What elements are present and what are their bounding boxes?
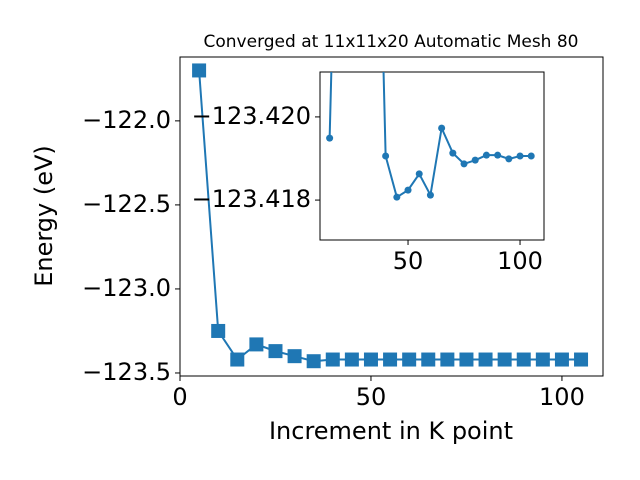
x-tick-label: 100	[539, 383, 585, 411]
x-axis-label: Increment in K point	[269, 417, 513, 445]
plot-clip	[192, 63, 589, 369]
marker	[505, 155, 513, 163]
x-tick-label: 50	[356, 383, 387, 411]
marker	[363, 352, 378, 367]
marker	[516, 352, 531, 367]
y-tick-label: −123.0	[82, 274, 171, 302]
marker	[249, 337, 264, 352]
marker	[382, 152, 390, 160]
marker	[325, 352, 340, 367]
marker	[440, 352, 455, 367]
marker	[421, 352, 436, 367]
marker	[344, 352, 359, 367]
x-tick-label: 50	[393, 247, 424, 275]
marker	[438, 124, 446, 132]
marker	[482, 151, 490, 159]
marker	[306, 354, 321, 369]
y-tick-label: −122.0	[82, 106, 171, 134]
marker	[527, 152, 535, 160]
y-tick-label: −122.5	[82, 190, 171, 218]
marker	[478, 352, 493, 367]
marker	[415, 170, 423, 178]
marker	[287, 349, 302, 364]
marker	[471, 156, 479, 164]
marker	[459, 352, 474, 367]
marker	[449, 149, 457, 157]
marker	[574, 352, 589, 367]
x-tick-label: 0	[172, 383, 187, 411]
chart-title: Converged at 11x11x20 Automatic Mesh 80	[204, 32, 579, 52]
y-tick-label: −123.418	[192, 185, 311, 213]
marker	[393, 193, 401, 201]
marker	[404, 186, 412, 194]
marker	[326, 134, 334, 142]
marker	[497, 352, 512, 367]
marker	[554, 352, 569, 367]
marker	[268, 344, 283, 359]
marker	[535, 352, 550, 367]
marker	[426, 191, 434, 199]
marker	[192, 63, 207, 78]
marker	[383, 352, 398, 367]
y-tick-label: −123.5	[82, 358, 171, 386]
marker	[516, 152, 524, 160]
marker	[230, 352, 245, 367]
marker	[211, 323, 226, 338]
x-tick-label: 100	[497, 247, 543, 275]
plot-clip	[326, 72, 535, 201]
plot-area	[319, 71, 545, 241]
marker	[460, 160, 468, 168]
marker	[402, 352, 417, 367]
marker	[494, 151, 502, 159]
y-tick-label: −123.420	[192, 102, 311, 130]
y-axis-label: Energy (eV)	[30, 145, 58, 287]
